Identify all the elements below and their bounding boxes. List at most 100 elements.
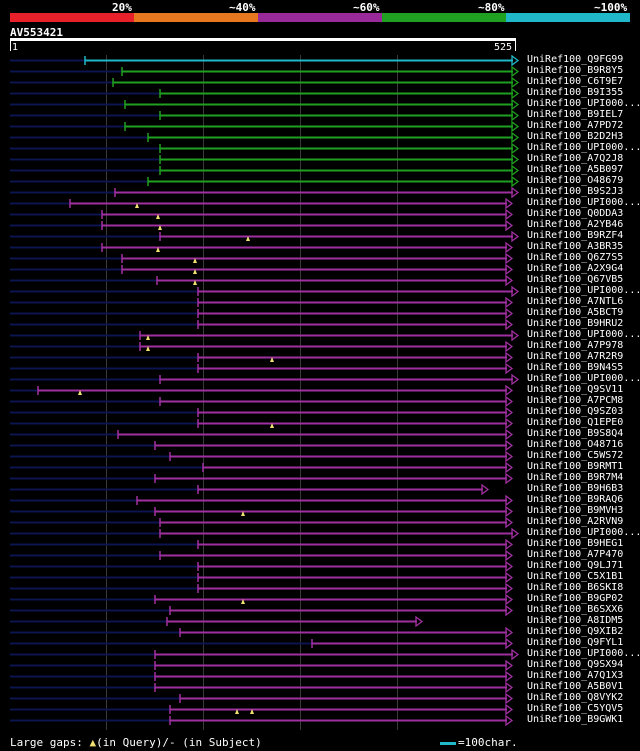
hit-label[interactable]: UniRef100_Q6Z7S5: [527, 252, 624, 263]
hit-label[interactable]: UniRef100_B9GP02: [527, 593, 624, 604]
hit-label[interactable]: UniRef100_B9IEL7: [527, 109, 624, 120]
hit-row[interactable]: UniRef100_Q9FG99: [0, 54, 640, 66]
hit-label[interactable]: UniRef100_A5B097: [527, 164, 624, 175]
hit-row[interactable]: UniRef100_B9GWK1: [0, 714, 640, 726]
hit-label[interactable]: UniRef100_A2YB46: [527, 219, 624, 230]
hit-label[interactable]: UniRef100_B6SKI8: [527, 582, 624, 593]
hit-row[interactable]: UniRef100_C5WS72: [0, 450, 640, 462]
hit-row[interactable]: UniRef100_A7PD72: [0, 120, 640, 132]
hit-label[interactable]: UniRef100_Q9SV11: [527, 384, 624, 395]
hit-label[interactable]: UniRef100_C5X1B1: [527, 571, 624, 582]
hit-label[interactable]: UniRef100_B9RAQ6: [527, 494, 624, 505]
hit-label[interactable]: UniRef100_B9GWK1: [527, 714, 624, 725]
hit-label[interactable]: UniRef100_B9HRU2: [527, 318, 624, 329]
hit-row[interactable]: UniRef100_Q1EPE0: [0, 417, 640, 429]
hit-label[interactable]: UniRef100_B9H6B3: [527, 483, 624, 494]
hit-row[interactable]: UniRef100_A7Q1X3: [0, 670, 640, 682]
hit-label[interactable]: UniRef100_A7PCM8: [527, 395, 624, 406]
hit-label[interactable]: UniRef100_B9R8Y5: [527, 65, 624, 76]
hit-row[interactable]: UniRef100_O48716: [0, 439, 640, 451]
hit-label[interactable]: UniRef100_B9RMT1: [527, 461, 624, 472]
hit-label[interactable]: UniRef100_B9HEG1: [527, 538, 624, 549]
hit-label[interactable]: UniRef100_Q9FG99: [527, 54, 624, 65]
hit-row[interactable]: UniRef100_A7P470: [0, 549, 640, 561]
hit-row[interactable]: UniRef100_Q9SZ03: [0, 406, 640, 418]
hit-label[interactable]: UniRef100_B9R7M4: [527, 472, 624, 483]
hit-row[interactable]: UniRef100_A7P978: [0, 340, 640, 352]
hit-row[interactable]: UniRef100_Q9SV11: [0, 384, 640, 396]
hit-label[interactable]: UniRef100_A7P470: [527, 549, 624, 560]
hit-label[interactable]: UniRef100_B9RZF4: [527, 230, 624, 241]
hit-row[interactable]: UniRef100_UPI000...: [0, 197, 640, 209]
hit-label[interactable]: UniRef100_A5BCT9: [527, 307, 624, 318]
hit-label[interactable]: UniRef100_B9N4S5: [527, 362, 624, 373]
hit-row[interactable]: UniRef100_B9I355: [0, 87, 640, 99]
hit-label[interactable]: UniRef100_UPI000...: [527, 329, 640, 340]
hit-row[interactable]: UniRef100_B9S2J3: [0, 186, 640, 198]
hit-label[interactable]: UniRef100_A8IDM5: [527, 615, 624, 626]
hit-label[interactable]: UniRef100_A3BR35: [527, 241, 624, 252]
hit-row[interactable]: UniRef100_UPI000...: [0, 142, 640, 154]
hit-row[interactable]: UniRef100_B9R8Y5: [0, 65, 640, 77]
hit-row[interactable]: UniRef100_A3BR35: [0, 241, 640, 253]
hit-label[interactable]: UniRef100_Q67VB5: [527, 274, 624, 285]
hit-label[interactable]: UniRef100_B9MVH3: [527, 505, 624, 516]
hit-label[interactable]: UniRef100_A5B0V1: [527, 681, 624, 692]
hit-row[interactable]: UniRef100_A2RVN9: [0, 516, 640, 528]
hit-row[interactable]: UniRef100_B6SKI8: [0, 582, 640, 594]
hit-label[interactable]: UniRef100_A7Q2J8: [527, 153, 624, 164]
hit-row[interactable]: UniRef100_A7Q2J8: [0, 153, 640, 165]
hit-row[interactable]: UniRef100_Q0DDA3: [0, 208, 640, 220]
hit-row[interactable]: UniRef100_C5X1B1: [0, 571, 640, 583]
hit-label[interactable]: UniRef100_Q9LJ71: [527, 560, 624, 571]
hit-label[interactable]: UniRef100_Q9XIB2: [527, 626, 624, 637]
hit-label[interactable]: UniRef100_UPI000...: [527, 98, 640, 109]
hit-row[interactable]: UniRef100_B2D2H3: [0, 131, 640, 143]
hit-label[interactable]: UniRef100_UPI000...: [527, 648, 640, 659]
hit-label[interactable]: UniRef100_UPI000...: [527, 527, 640, 538]
hit-row[interactable]: UniRef100_A7R2R9: [0, 351, 640, 363]
hit-row[interactable]: UniRef100_UPI000...: [0, 329, 640, 341]
hit-row[interactable]: UniRef100_Q8VYK2: [0, 692, 640, 704]
hit-label[interactable]: UniRef100_C5YQV5: [527, 703, 624, 714]
hit-row[interactable]: UniRef100_UPI000...: [0, 98, 640, 110]
hit-row[interactable]: UniRef100_UPI000...: [0, 373, 640, 385]
hit-row[interactable]: UniRef100_A7PCM8: [0, 395, 640, 407]
hit-label[interactable]: UniRef100_B9S2J3: [527, 186, 624, 197]
hit-label[interactable]: UniRef100_Q1EPE0: [527, 417, 624, 428]
hit-label[interactable]: UniRef100_A2X9G4: [527, 263, 624, 274]
hit-row[interactable]: UniRef100_B9R7M4: [0, 472, 640, 484]
hit-row[interactable]: UniRef100_B9HRU2: [0, 318, 640, 330]
hit-row[interactable]: UniRef100_A7NTL6: [0, 296, 640, 308]
hit-row[interactable]: UniRef100_B9RMT1: [0, 461, 640, 473]
hit-row[interactable]: UniRef100_B9RZF4: [0, 230, 640, 242]
hit-row[interactable]: UniRef100_B9HEG1: [0, 538, 640, 550]
hit-label[interactable]: UniRef100_O48716: [527, 439, 624, 450]
hit-row[interactable]: UniRef100_Q9SX94: [0, 659, 640, 671]
hit-label[interactable]: UniRef100_A2RVN9: [527, 516, 624, 527]
hit-label[interactable]: UniRef100_A7Q1X3: [527, 670, 624, 681]
hit-row[interactable]: UniRef100_UPI000...: [0, 527, 640, 539]
hit-label[interactable]: UniRef100_A7PD72: [527, 120, 624, 131]
hit-label[interactable]: UniRef100_UPI000...: [527, 373, 640, 384]
hit-row[interactable]: UniRef100_Q6Z7S5: [0, 252, 640, 264]
hit-row[interactable]: UniRef100_C5YQV5: [0, 703, 640, 715]
hit-label[interactable]: UniRef100_B9I355: [527, 87, 624, 98]
hit-label[interactable]: UniRef100_A7NTL6: [527, 296, 624, 307]
hit-row[interactable]: UniRef100_B9S8Q4: [0, 428, 640, 440]
hit-label[interactable]: UniRef100_Q8VYK2: [527, 692, 624, 703]
hit-label[interactable]: UniRef100_B6SXX6: [527, 604, 624, 615]
hit-row[interactable]: UniRef100_UPI000...: [0, 285, 640, 297]
hit-row[interactable]: UniRef100_A2YB46: [0, 219, 640, 231]
hit-label[interactable]: UniRef100_Q9SZ03: [527, 406, 624, 417]
hit-row[interactable]: UniRef100_O48679: [0, 175, 640, 187]
hit-label[interactable]: UniRef100_O48679: [527, 175, 624, 186]
hit-row[interactable]: UniRef100_Q67VB5: [0, 274, 640, 286]
hit-label[interactable]: UniRef100_B9S8Q4: [527, 428, 624, 439]
hit-row[interactable]: UniRef100_B6SXX6: [0, 604, 640, 616]
hit-row[interactable]: UniRef100_A5B0V1: [0, 681, 640, 693]
hit-row[interactable]: UniRef100_B9GP02: [0, 593, 640, 605]
hit-label[interactable]: UniRef100_UPI000...: [527, 197, 640, 208]
hit-label[interactable]: UniRef100_C6T9E7: [527, 76, 624, 87]
hit-label[interactable]: UniRef100_UPI000...: [527, 285, 640, 296]
